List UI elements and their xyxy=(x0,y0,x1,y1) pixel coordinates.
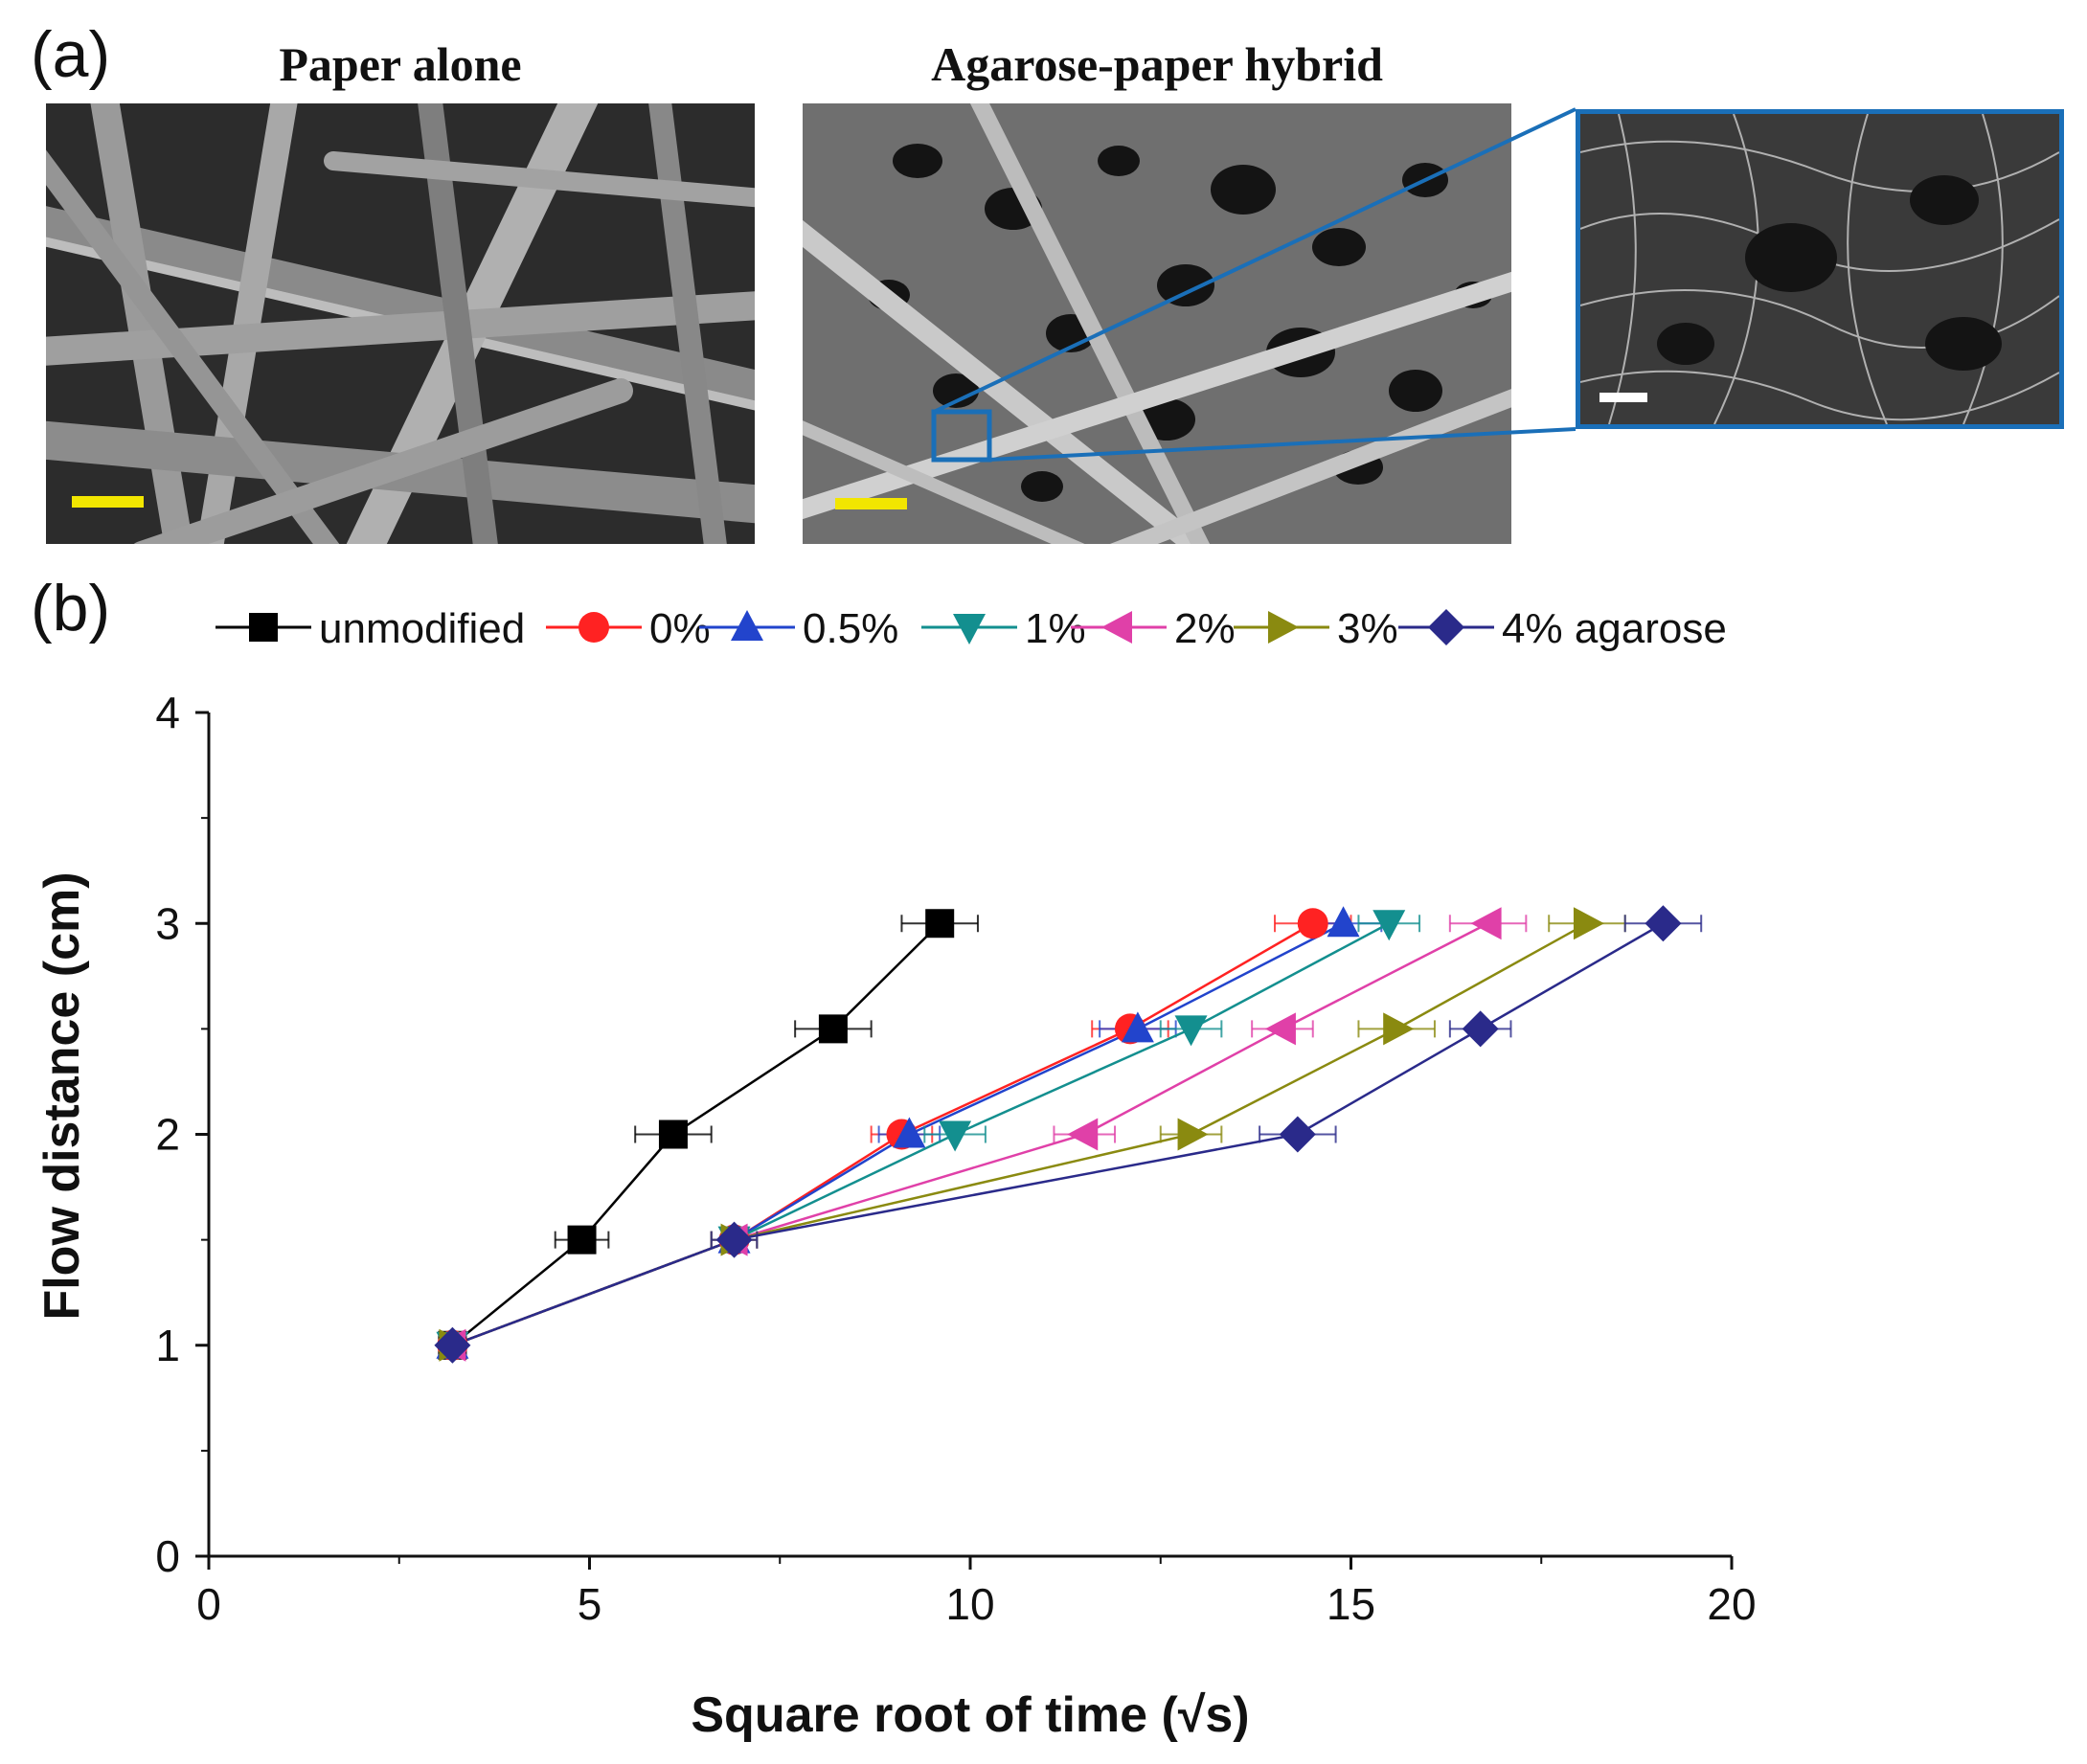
y-tick-label: 3 xyxy=(155,898,180,948)
legend-marker-0-5 xyxy=(731,610,763,641)
data-point-3 xyxy=(1177,1118,1209,1151)
data-point-1 xyxy=(1372,910,1406,941)
y-tick-label: 2 xyxy=(155,1110,180,1160)
data-point-unmodified xyxy=(925,909,955,939)
data-point-1 xyxy=(1174,1015,1208,1047)
zoom-connector-bottom xyxy=(988,427,1577,462)
x-tick-label: 5 xyxy=(578,1579,602,1629)
legend-marker-unmodified xyxy=(249,613,278,642)
legend-label-2: 2% xyxy=(1174,605,1236,652)
sem-image-paper-alone xyxy=(46,103,755,544)
data-point-unmodified xyxy=(818,1014,848,1044)
zoom-region-box xyxy=(931,409,992,463)
data-point-0-5 xyxy=(1327,906,1360,938)
data-point-4-agarose xyxy=(1645,905,1682,942)
panel-a-label: (a) xyxy=(31,18,111,91)
data-point-0-5 xyxy=(893,1117,926,1148)
data-point-0 xyxy=(1297,908,1328,939)
legend-marker-1 xyxy=(953,614,986,645)
agarose-paper-hybrid-title: Agarose-paper hybrid xyxy=(931,37,1383,91)
x-tick-label: 10 xyxy=(945,1579,994,1629)
y-axis-label: Flow distance (cm) xyxy=(34,871,90,1320)
data-point-3 xyxy=(1383,1012,1415,1046)
legend-marker-0 xyxy=(578,612,609,643)
x-tick-label: 20 xyxy=(1707,1579,1756,1629)
legend-label-0-5: 0.5% xyxy=(803,605,898,652)
data-point-2 xyxy=(1264,1012,1296,1046)
sem-image-agarose-paper-hybrid xyxy=(803,103,1511,544)
legend-marker-4-agarose xyxy=(1428,609,1464,645)
data-point-4-agarose xyxy=(434,1326,471,1364)
legend-label-3: 3% xyxy=(1337,605,1398,652)
data-point-4-agarose xyxy=(1279,1116,1316,1153)
sem-inset-zoom xyxy=(1576,109,2064,429)
paper-alone-title: Paper alone xyxy=(279,37,522,91)
data-point-0-5 xyxy=(1121,1011,1154,1043)
data-point-unmodified xyxy=(658,1119,688,1149)
data-point-unmodified xyxy=(567,1225,597,1255)
data-point-2 xyxy=(1067,1118,1099,1151)
legend-label-unmodified: unmodified xyxy=(319,605,525,652)
data-point-4-agarose xyxy=(715,1221,753,1258)
legend-label-4-agarose: 4% agarose xyxy=(1502,605,1727,652)
x-tick-label: 15 xyxy=(1327,1579,1375,1629)
data-point-3 xyxy=(1573,907,1604,940)
panel-b-label: (b) xyxy=(31,572,111,645)
data-point-2 xyxy=(1470,907,1502,940)
x-tick-label: 0 xyxy=(196,1579,221,1629)
y-tick-label: 4 xyxy=(155,688,180,737)
data-point-4-agarose xyxy=(1462,1010,1499,1048)
y-tick-label: 1 xyxy=(155,1321,180,1370)
scale-bar-inset xyxy=(1599,393,1647,402)
scale-bar-paper-alone xyxy=(72,496,144,508)
scale-bar-agarose-hybrid xyxy=(835,498,907,509)
legend-marker-2 xyxy=(1101,611,1132,644)
y-tick-label: 0 xyxy=(155,1531,180,1581)
zoom-connector-overlay xyxy=(931,107,1577,463)
data-point-1 xyxy=(939,1120,972,1152)
legend-marker-3 xyxy=(1268,611,1299,644)
x-axis-label: Square root of time (√s) xyxy=(691,1687,1249,1743)
zoom-connector-top xyxy=(933,107,1577,414)
